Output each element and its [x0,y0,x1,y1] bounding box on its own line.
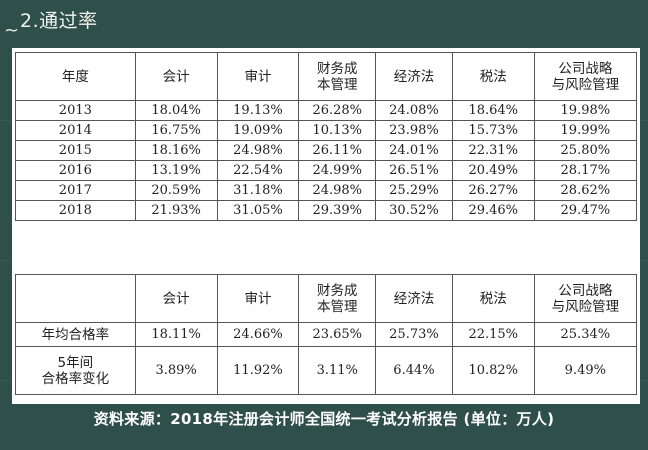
table-cell: 23.65% [298,322,377,347]
row-label: 年均合格率 [15,322,136,347]
table-cell: 18.11% [134,322,218,347]
row-label: 2015 [15,140,136,161]
column-header: 会计 [134,274,218,323]
column-header: 公司战略 与风险管理 [533,52,638,101]
table-row: 2014 16.75% 19.09% 10.13% 23.98% 15.73% 19.99% [15,120,638,141]
pass-rate-by-year-table: 年度 会计 审计 财务成 本管理 经济法 税法 公司战略 与风险管理 2013 18.04% 19.1… [15,52,638,221]
table-cell: 24.08% [375,100,453,121]
column-header [15,274,136,323]
table-cell: 18.64% [451,100,535,121]
table-cell: 18.04% [134,100,218,121]
table-row: 2017 20.59% 31.18% 24.98% 25.29% 26.27% 28.62% [15,180,638,201]
table-row: 5年间 合格率变化 3.89% 11.92% 3.11% 6.44% 10.82% 9.49% [15,346,638,395]
table-cell: 29.46% [451,200,535,221]
column-header: 会计 [134,52,218,101]
table-cell: 30.52% [375,200,453,221]
table-cell: 26.51% [375,160,453,181]
table-cell: 19.99% [533,120,638,141]
column-header: 公司战略 与风险管理 [533,274,638,323]
table-cell: 24.01% [375,140,453,161]
table-cell: 26.28% [298,100,377,121]
table-cell: 24.99% [298,160,377,181]
table-cell: 20.49% [451,160,535,181]
table-cell: 3.11% [298,346,377,395]
source-note: 资料来源：2018年注册会计师全国统一考试分析报告 (单位：万人) [93,410,555,428]
column-header: 财务成 本管理 [298,274,377,323]
table-cell: 10.82% [451,346,535,395]
table-cell: 26.11% [298,140,377,161]
table-row: 2013 18.04% 19.13% 26.28% 24.08% 18.64% 19.98% [15,100,638,121]
table-row: 年均合格率 18.11% 24.66% 23.65% 25.73% 22.15% 25.34… [15,322,638,347]
row-label: 2018 [15,200,136,221]
table-cell: 19.09% [216,120,300,141]
table-cell: 19.13% [216,100,300,121]
column-header: 经济法 [375,52,453,101]
table-cell: 10.13% [298,120,377,141]
table-cell: 31.18% [216,180,300,201]
table-cell: 25.29% [375,180,453,201]
table-cell: 3.89% [134,346,218,395]
row-label: 2017 [15,180,136,201]
decor-tilde-icon: ~ [4,20,20,41]
table-cell: 29.39% [298,200,377,221]
table-row: 2016 13.19% 22.54% 24.99% 26.51% 20.49% 28.17% [15,160,638,181]
row-label: 2013 [15,100,136,121]
column-header: 税法 [451,274,535,323]
table-cell: 21.93% [134,200,218,221]
tables-panel: 年度 会计 审计 财务成 本管理 经济法 税法 公司战略 与风险管理 2013 18.04% 19.1… [12,48,640,404]
table-row: 2018 21.93% 31.05% 29.39% 30.52% 29.46% 29.47% [15,200,638,221]
header-row: 年度 会计 审计 财务成 本管理 经济法 税法 公司战略 与风险管理 [15,52,638,101]
table-row: 2015 18.16% 24.98% 26.11% 24.01% 22.31% 25.80% [15,140,638,161]
table-cell: 31.05% [216,200,300,221]
table-cell: 18.16% [134,140,218,161]
column-header: 审计 [216,52,300,101]
table-cell: 6.44% [375,346,453,395]
row-label: 2016 [15,160,136,181]
column-header: 税法 [451,52,535,101]
pass-rate-summary-table: 会计 审计 财务成 本管理 经济法 税法 公司战略 与风险管理 年均合格率 18.11% 24.66… [15,274,638,395]
table-cell: 25.34% [533,322,638,347]
column-header: 审计 [216,274,300,323]
table-cell: 25.80% [533,140,638,161]
row-label: 5年间 合格率变化 [15,346,136,395]
column-header: 经济法 [375,274,453,323]
table-cell: 28.17% [533,160,638,181]
table-cell: 29.47% [533,200,638,221]
table-cell: 19.98% [533,100,638,121]
table-cell: 9.49% [533,346,638,395]
table-cell: 26.27% [451,180,535,201]
table-cell: 24.98% [298,180,377,201]
table-cell: 22.54% [216,160,300,181]
table-cell: 22.31% [451,140,535,161]
table-cell: 20.59% [134,180,218,201]
table-cell: 25.73% [375,322,453,347]
table-cell: 15.73% [451,120,535,141]
column-header: 年度 [15,52,136,101]
header-row: 会计 审计 财务成 本管理 经济法 税法 公司战略 与风险管理 [15,274,638,323]
table-cell: 22.15% [451,322,535,347]
page-title: 2.通过率 [20,10,98,32]
table-cell: 23.98% [375,120,453,141]
table-cell: 24.98% [216,140,300,161]
table-cell: 16.75% [134,120,218,141]
table-cell: 11.92% [216,346,300,395]
table-cell: 13.19% [134,160,218,181]
row-label: 2014 [15,120,136,141]
column-header: 财务成 本管理 [298,52,377,101]
table-cell: 28.62% [533,180,638,201]
table-cell: 24.66% [216,322,300,347]
